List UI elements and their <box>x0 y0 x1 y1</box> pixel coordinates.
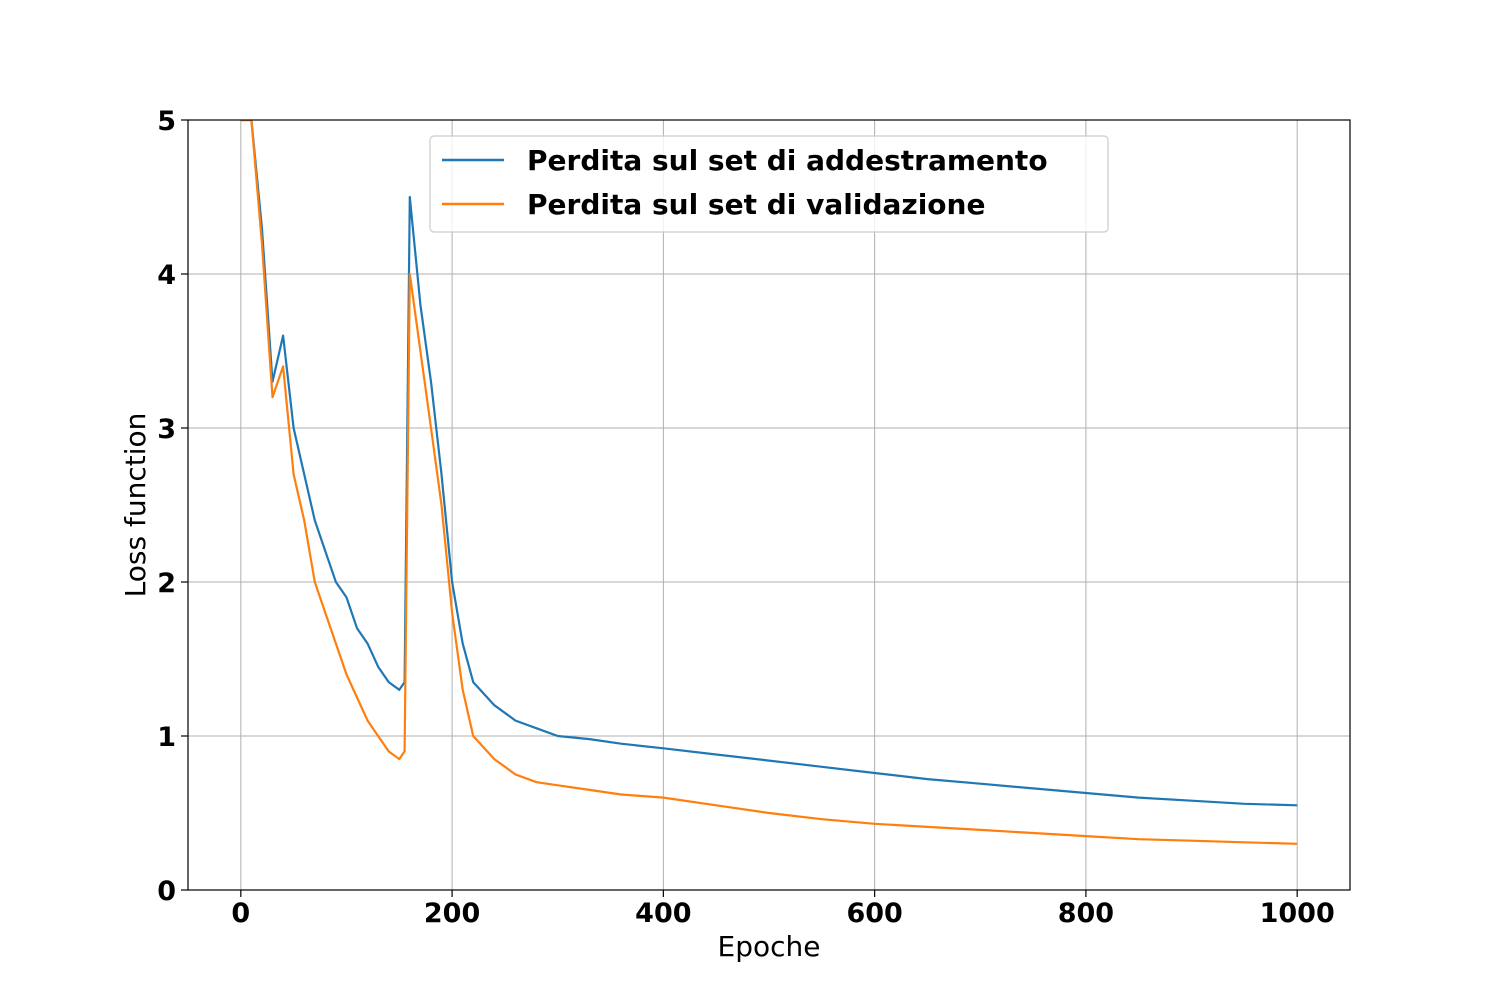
x-tick-label: 200 <box>424 898 480 929</box>
series-layer <box>240 120 1298 845</box>
legend-box <box>429 135 1109 233</box>
ticks: 0 200 400 600 800 1000 0 1 2 3 4 5 <box>157 106 1335 929</box>
grid <box>188 119 1350 891</box>
x-axis-label: Epoche <box>718 930 821 963</box>
x-tick-label: 0 <box>231 898 250 929</box>
legend: Perdita sul set di addestramento Perdita… <box>429 135 1109 233</box>
y-tick-label: 1 <box>157 722 176 753</box>
training-loss-line <box>240 120 1298 807</box>
plot-frame <box>187 119 1351 891</box>
y-tick-label: 3 <box>157 414 176 445</box>
legend-label-training: Perdita sul set di addestramento <box>527 144 1048 177</box>
x-tick-label: 400 <box>635 898 691 929</box>
validation-loss-line <box>240 120 1298 845</box>
y-tick-label: 2 <box>157 568 176 599</box>
y-tick-label: 4 <box>157 260 176 291</box>
x-tick-label: 1000 <box>1260 898 1335 929</box>
x-tick-label: 800 <box>1058 898 1114 929</box>
legend-label-validation: Perdita sul set di validazione <box>527 188 985 221</box>
y-axis-label: Loss function <box>119 413 152 598</box>
y-tick-label: 5 <box>157 106 176 137</box>
y-tick-label: 0 <box>157 876 176 907</box>
x-tick-label: 600 <box>846 898 902 929</box>
